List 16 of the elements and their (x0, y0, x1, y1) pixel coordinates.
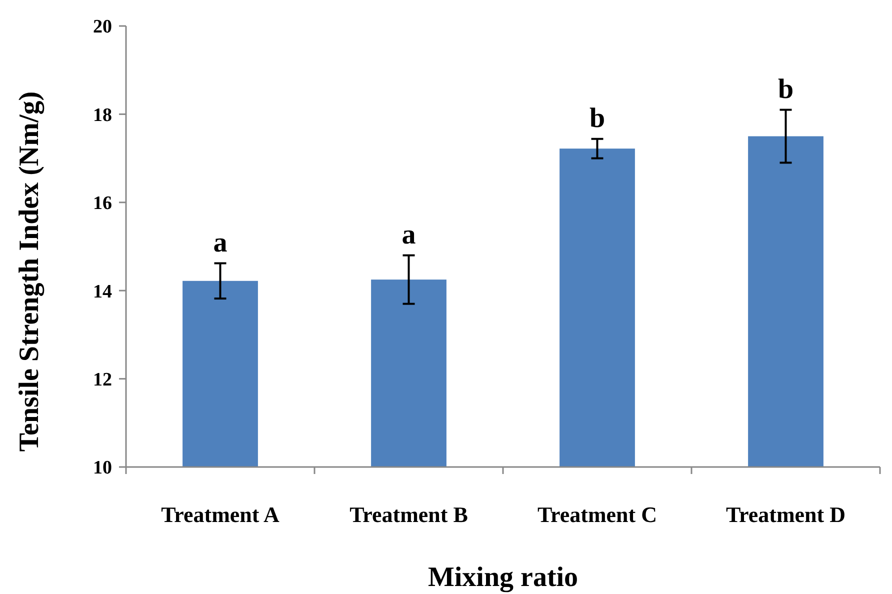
annotation: a (213, 227, 228, 258)
y-tick-label: 18 (93, 104, 112, 126)
y-tick-label: 10 (93, 458, 112, 479)
x-tick-label: Treatment A (161, 502, 280, 527)
x-tick-label: Treatment D (726, 502, 846, 527)
annotation: b (778, 74, 794, 105)
x-tick-label: Treatment C (537, 502, 658, 527)
y-tick-label: 12 (93, 369, 112, 390)
y-tick-label: 14 (93, 281, 112, 302)
y-tick-label: 20 (93, 16, 112, 38)
x-axis-title: Mixing ratio (428, 562, 578, 593)
annotation: b (589, 102, 606, 134)
y-axis-title: Tensile Strength Index (Nm/g) (14, 91, 45, 452)
x-tick-label: Treatment B (350, 502, 468, 527)
annotation: a (402, 219, 416, 250)
y-tick-label: 16 (93, 193, 112, 214)
